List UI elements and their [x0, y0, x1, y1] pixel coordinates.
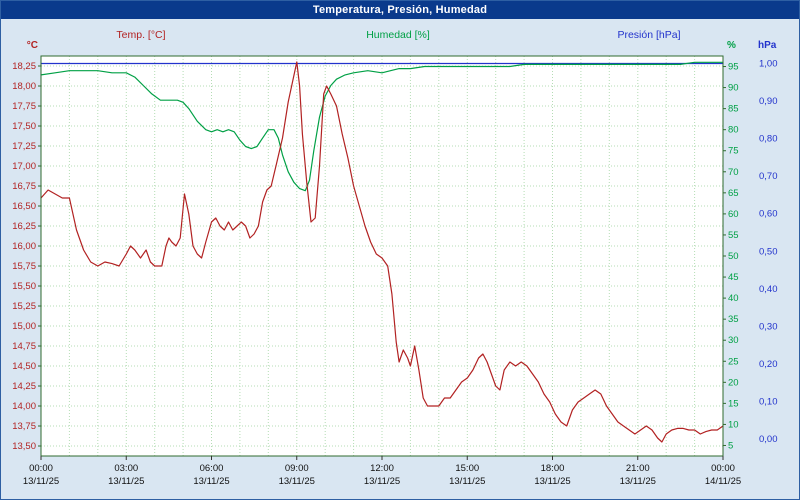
svg-text:21:00: 21:00: [626, 463, 650, 474]
svg-text:0,80: 0,80: [759, 134, 778, 145]
svg-text:80: 80: [728, 125, 739, 136]
svg-text:60: 60: [728, 209, 739, 220]
svg-text:14,75: 14,75: [12, 341, 36, 352]
svg-text:00:00: 00:00: [29, 463, 53, 474]
svg-text:40: 40: [728, 293, 739, 304]
svg-text:15:00: 15:00: [455, 463, 479, 474]
svg-text:13/11/25: 13/11/25: [534, 476, 570, 487]
svg-text:17,50: 17,50: [12, 121, 36, 132]
svg-text:14,00: 14,00: [12, 401, 36, 412]
svg-text:1,00: 1,00: [759, 59, 778, 70]
svg-text:70: 70: [728, 167, 739, 178]
legend-temperature: Temp. [°C]: [116, 29, 165, 41]
axis-unit-humidity: %: [727, 40, 736, 51]
svg-text:65: 65: [728, 188, 739, 199]
svg-text:17,75: 17,75: [12, 101, 36, 112]
svg-text:13,50: 13,50: [12, 441, 36, 452]
svg-text:00:00: 00:00: [711, 463, 735, 474]
svg-text:16,00: 16,00: [12, 241, 36, 252]
svg-text:50: 50: [728, 251, 739, 262]
axis-unit-temperature: °C: [27, 40, 38, 51]
svg-text:0,90: 0,90: [759, 96, 778, 107]
svg-text:17,25: 17,25: [12, 141, 36, 152]
svg-text:13,75: 13,75: [12, 421, 36, 432]
svg-text:13/11/25: 13/11/25: [23, 476, 59, 487]
svg-text:12:00: 12:00: [370, 463, 394, 474]
svg-text:0,30: 0,30: [759, 321, 778, 332]
svg-text:13/11/25: 13/11/25: [449, 476, 485, 487]
series-temperature: [40, 61, 724, 443]
svg-text:20: 20: [728, 377, 739, 388]
svg-text:30: 30: [728, 335, 739, 346]
window-title: Temperatura, Presión, Humedad: [312, 4, 488, 16]
svg-text:16,25: 16,25: [12, 221, 36, 232]
svg-text:14/11/25: 14/11/25: [705, 476, 741, 487]
chart-canvas: 18,25 18,00 17,75 17,50 17,25 17,00 16,75 16,50…: [12, 55, 778, 487]
svg-text:16,50: 16,50: [12, 201, 36, 212]
svg-text:5: 5: [728, 440, 733, 451]
svg-text:15,50: 15,50: [12, 281, 36, 292]
gridlines: [41, 56, 723, 456]
svg-text:14,25: 14,25: [12, 381, 36, 392]
svg-text:16,75: 16,75: [12, 181, 36, 192]
svg-text:14,50: 14,50: [12, 361, 36, 372]
svg-text:95: 95: [728, 62, 739, 73]
svg-text:35: 35: [728, 314, 739, 325]
svg-text:55: 55: [728, 230, 739, 241]
svg-text:10: 10: [728, 419, 739, 430]
svg-text:09:00: 09:00: [285, 463, 309, 474]
legend-humidity: Humedad [%]: [366, 29, 430, 41]
legend-pressure: Presión [hPa]: [617, 29, 680, 41]
svg-text:0,00: 0,00: [759, 434, 778, 445]
axis-unit-pressure: hPa: [758, 40, 777, 51]
svg-text:75: 75: [728, 146, 739, 157]
svg-text:15,25: 15,25: [12, 301, 36, 312]
svg-text:17,00: 17,00: [12, 161, 36, 172]
svg-text:0,40: 0,40: [759, 284, 778, 295]
svg-text:15,00: 15,00: [12, 321, 36, 332]
svg-text:13/11/25: 13/11/25: [364, 476, 400, 487]
svg-text:03:00: 03:00: [114, 463, 138, 474]
svg-text:18,25: 18,25: [12, 61, 36, 72]
svg-text:0,20: 0,20: [759, 359, 778, 370]
svg-text:13/11/25: 13/11/25: [279, 476, 315, 487]
svg-text:45: 45: [728, 272, 739, 283]
svg-text:0,70: 0,70: [759, 171, 778, 182]
svg-text:85: 85: [728, 104, 739, 115]
svg-text:13/11/25: 13/11/25: [108, 476, 144, 487]
svg-text:90: 90: [728, 83, 739, 94]
svg-text:0,50: 0,50: [759, 246, 778, 257]
svg-text:13/11/25: 13/11/25: [620, 476, 656, 487]
svg-text:15,75: 15,75: [12, 261, 36, 272]
svg-text:25: 25: [728, 356, 739, 367]
svg-text:18:00: 18:00: [541, 463, 565, 474]
svg-text:06:00: 06:00: [200, 463, 224, 474]
svg-text:0,60: 0,60: [759, 209, 778, 220]
axis-tick-labels: 18,25 18,00 17,75 17,50 17,25 17,00 16,75 16,50…: [12, 59, 777, 487]
svg-text:13/11/25: 13/11/25: [193, 476, 229, 487]
svg-text:15: 15: [728, 398, 739, 409]
svg-text:0,10: 0,10: [759, 397, 778, 408]
svg-text:18,00: 18,00: [12, 81, 36, 92]
window-titlebar: Temperatura, Presión, Humedad: [1, 1, 799, 19]
